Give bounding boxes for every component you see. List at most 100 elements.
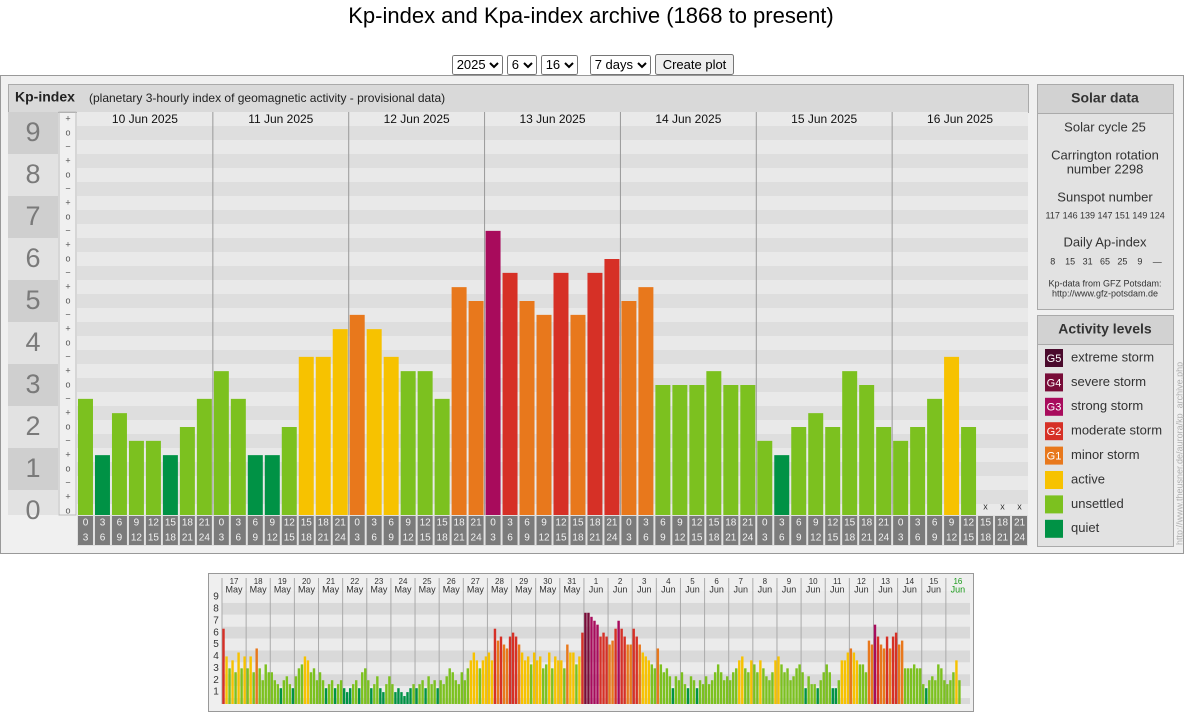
hour-cell — [756, 515, 774, 546]
hour-cell — [909, 515, 927, 546]
mini-bar — [608, 644, 611, 704]
mini-bar — [430, 684, 433, 704]
bar — [842, 371, 858, 515]
mini-bar — [937, 664, 940, 704]
mini-day-label: 27 — [471, 577, 480, 586]
hour-cell — [501, 515, 519, 546]
legend-label: minor storm — [1071, 447, 1140, 462]
legend-swatch — [1045, 397, 1063, 416]
mini-bar — [237, 652, 240, 704]
mini-bar — [448, 668, 451, 704]
mini-bar — [451, 672, 454, 704]
mini-bar — [557, 660, 560, 704]
hour-cell — [348, 515, 366, 546]
solar-value: 9 — [1137, 256, 1142, 266]
mini-bar — [946, 684, 949, 704]
range-select[interactable]: 7 days — [589, 54, 651, 75]
bar — [808, 413, 824, 515]
hour-label: 9 — [405, 518, 411, 529]
mini-bar — [270, 672, 273, 704]
mini-bar — [934, 680, 937, 704]
mini-bar — [400, 692, 403, 704]
solar-value: 8 — [1050, 256, 1055, 266]
chart-title: Kp-index — [15, 89, 75, 105]
y-minor-label: o — [65, 295, 70, 305]
mini-y-tick-label: 3 — [213, 663, 219, 674]
mini-bar — [373, 684, 376, 704]
hour-cell — [144, 515, 162, 546]
hour-cell — [977, 515, 995, 546]
mini-bar — [906, 668, 910, 704]
y-tick-cell — [8, 280, 58, 322]
mini-bar — [240, 668, 243, 704]
mini-day-label: 30 — [543, 577, 552, 586]
hour-cell — [671, 515, 689, 546]
mini-bar — [297, 668, 301, 704]
bar — [162, 455, 178, 515]
mini-bar — [225, 656, 228, 704]
mini-bar — [406, 692, 409, 704]
create-plot-button[interactable]: Create plot — [654, 54, 735, 75]
hour-cell — [705, 515, 723, 546]
mini-bar — [870, 644, 874, 704]
mini-bar — [843, 660, 847, 704]
mini-bar — [846, 652, 850, 704]
hour-cell — [433, 515, 451, 546]
y-minor-label: o — [65, 421, 70, 431]
mini-bar — [780, 664, 783, 704]
mini-bar — [722, 680, 726, 704]
mini-bar — [593, 620, 596, 704]
hour-label: 12 — [946, 533, 958, 544]
hour-label: 21 — [997, 533, 1009, 544]
mini-bar — [943, 680, 946, 704]
hour-label: 9 — [524, 533, 530, 544]
y-tick-label: 9 — [25, 117, 40, 147]
mini-day-label: 23 — [374, 577, 383, 586]
hour-label: 6 — [796, 518, 802, 529]
mini-bar — [391, 684, 394, 704]
plot-stripe — [77, 196, 1028, 210]
hour-label: 15 — [301, 518, 313, 529]
mini-bar — [928, 680, 931, 704]
mini-bar — [804, 688, 807, 704]
bar — [859, 385, 875, 515]
hour-label: 21 — [742, 518, 754, 529]
plot-stripe — [77, 448, 1028, 462]
mini-month-label: Jun — [734, 584, 749, 594]
hour-label: 18 — [725, 518, 737, 529]
mini-bar — [689, 676, 693, 704]
hour-label: 15 — [827, 533, 839, 544]
mini-bar — [252, 672, 255, 704]
mini-y-tick-label: 5 — [213, 639, 219, 650]
hour-cell — [739, 515, 757, 546]
mini-bar — [478, 668, 482, 704]
mini-bar — [807, 676, 810, 704]
bar — [672, 385, 688, 515]
mini-bar — [336, 684, 340, 704]
bar — [655, 385, 671, 515]
mini-bar — [759, 660, 762, 704]
mini-bar — [367, 680, 370, 704]
day-select[interactable]: 16 — [540, 54, 578, 75]
year-select[interactable]: 2025 — [451, 54, 503, 75]
hour-label: 21 — [878, 518, 890, 529]
plot-stripe — [77, 406, 1028, 420]
mini-bar — [523, 660, 527, 704]
missing-mark: x — [983, 501, 988, 511]
mini-bar — [348, 688, 352, 704]
mini-bar — [632, 628, 635, 704]
hour-label: 21 — [182, 533, 194, 544]
mini-bar — [903, 668, 907, 704]
mini-bar — [457, 684, 460, 704]
hour-label: 6 — [371, 533, 377, 544]
hour-label: 3 — [779, 518, 785, 529]
missing-mark: x — [1017, 501, 1022, 511]
hour-label: 6 — [117, 518, 123, 529]
mini-bar — [427, 676, 430, 704]
hour-label: 24 — [742, 533, 754, 544]
hour-label: 3 — [100, 518, 106, 529]
hour-label: 18 — [980, 533, 992, 544]
bar — [145, 440, 161, 515]
mini-bar — [409, 688, 412, 704]
month-select[interactable]: 6 — [506, 54, 537, 75]
